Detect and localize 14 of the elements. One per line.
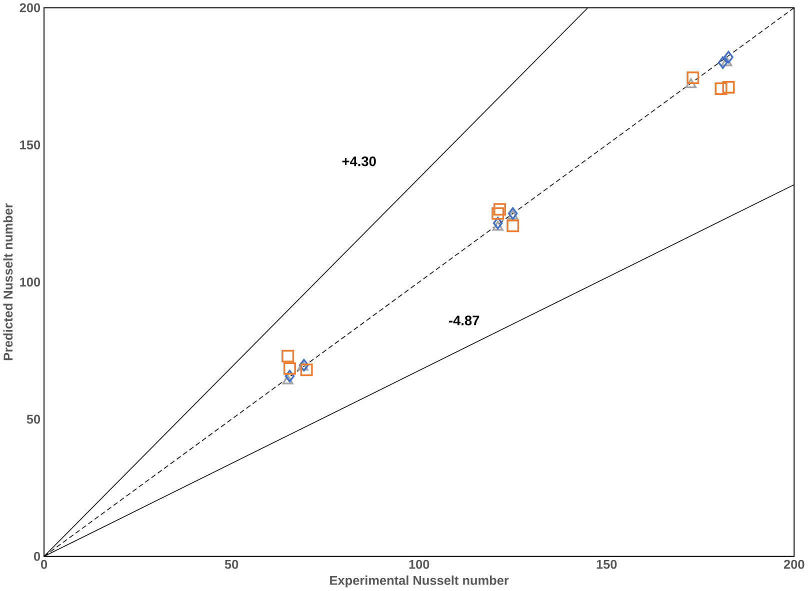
y-tick-label: 50 — [26, 414, 40, 424]
y-axis-title: Predicted Nusselt number — [3, 204, 13, 360]
x-tick-label: 150 — [596, 560, 617, 569]
annotation: +4.30 — [342, 156, 376, 166]
x-tick-label: 0 — [41, 560, 48, 569]
y-tick-label: 200 — [20, 3, 40, 12]
y-tick-label: 150 — [20, 140, 40, 150]
y-tick-label: 100 — [20, 278, 40, 287]
annotation: -4.87 — [449, 316, 480, 326]
x-axis-title: Experimental Nusselt number — [330, 576, 509, 588]
x-tick-label: 200 — [784, 560, 804, 569]
x-tick-label: 100 — [409, 560, 430, 569]
y-tick-label: 0 — [34, 552, 40, 562]
x-tick-label: 50 — [224, 560, 238, 569]
